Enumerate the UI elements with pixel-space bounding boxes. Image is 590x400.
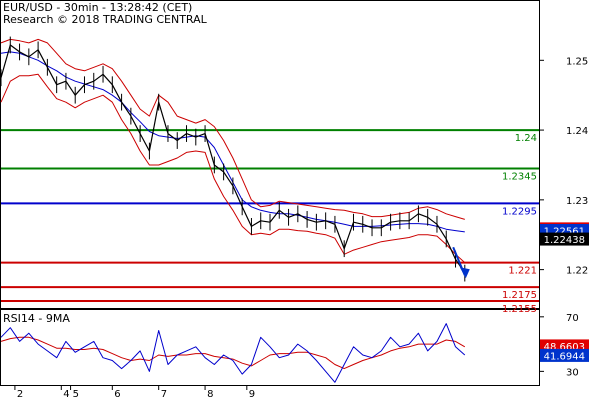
price-series: [0, 36, 466, 282]
forecast-arrow: [452, 246, 470, 279]
time-tick-label-0: 2: [17, 389, 23, 400]
support-resistance-levels: 1.24 1.2345 1.2295 1.221 1.2175 1.2155: [1, 129, 539, 315]
moving-average: [0, 51, 465, 233]
rsi-series: [0, 323, 466, 383]
rsi-tick-label-0: 70: [566, 313, 579, 324]
price-tick-label-1: 1.24: [566, 126, 588, 137]
level-label-5: 1.2155: [502, 304, 537, 315]
rsi-readout-label-1: 41.6944: [544, 351, 585, 362]
price-tick-label-2: 1.23: [566, 196, 588, 207]
time-tick-label-3: 6: [114, 389, 120, 400]
bollinger-upper: [0, 38, 465, 220]
level-label-4: 1.2175: [502, 290, 537, 301]
price-tick-label-0: 1.25: [566, 56, 588, 67]
rsi-readout-label-0: 48.6603: [544, 342, 585, 353]
level-label-0: 1.24: [515, 133, 537, 144]
main-panel-frame: [0, 0, 540, 309]
chart-copyright: Research © 2018 TRADING CENTRAL: [3, 13, 207, 26]
rsi-tick-label-1: 30: [566, 367, 579, 378]
time-tick-label-6: 9: [249, 389, 255, 400]
rsi-readout-box-1: [540, 348, 589, 362]
price-axis: 1.25 1.24 1.23 1.22: [539, 56, 588, 277]
rsi-ma-line: [0, 336, 466, 370]
time-tick-label-5: 8: [207, 389, 213, 400]
bollinger-bands: [0, 38, 466, 263]
forecast-arrow-head: [459, 267, 470, 279]
readout-label-1: 1.22561: [544, 226, 585, 237]
chart-title: EUR/USD - 30min - 13:28:42 (CET): [3, 1, 193, 14]
readout-box-2: [540, 232, 589, 246]
price-tick-label-3: 1.22: [566, 266, 588, 277]
time-tick-label-4: 7: [161, 389, 167, 400]
bollinger-lower: [0, 73, 466, 263]
rsi-line: [0, 323, 466, 383]
rsi-panel-title: RSI14 - 9MA: [3, 312, 70, 325]
time-tick-label-1: 4: [63, 389, 69, 400]
time-tick-label-2: 5: [73, 389, 79, 400]
readout-label-2: 1.22438: [544, 235, 585, 246]
moving-average-line: [0, 51, 465, 233]
level-label-3: 1.221: [508, 266, 537, 277]
level-label-2: 1.2295: [502, 206, 537, 217]
level-label-1: 1.2345: [502, 171, 537, 182]
